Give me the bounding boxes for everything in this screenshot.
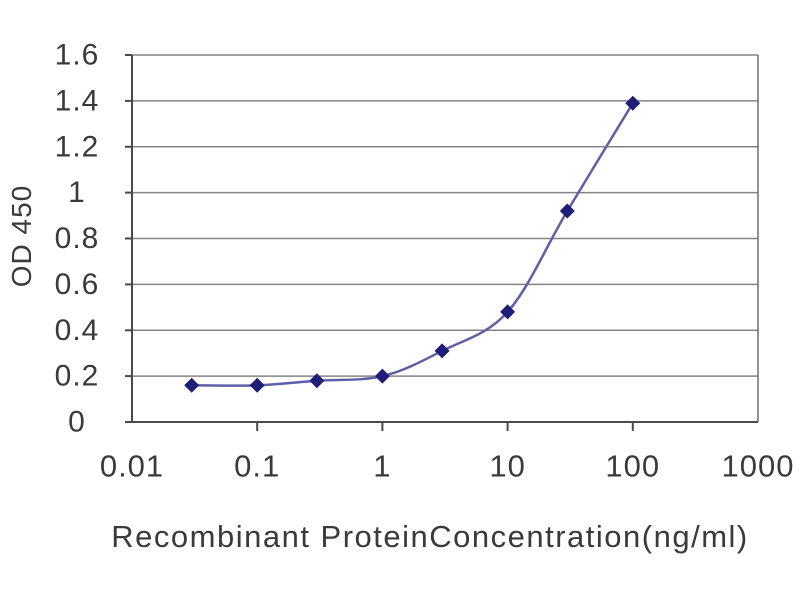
x-tick-label: 10 [489,449,525,484]
y-axis-title: OD 450 [6,184,37,288]
x-tick-label: 0.1 [234,449,280,484]
data-point [625,95,641,111]
y-tick-label: 0.4 [55,314,100,347]
data-point [184,377,200,393]
y-axis-ticks: 0 0.2 0.4 0.6 0.8 1 1.2 1.4 1.6 [55,39,132,439]
x-tick-label: 100 [605,449,660,484]
data-point [500,304,516,320]
x-axis-title: Recombinant ProteinConcentration(ng/ml) [111,519,749,554]
x-axis-ticks: 0.01 0.1 1 10 100 1000 [100,422,795,484]
data-point [249,377,265,393]
gridlines [132,54,758,377]
x-tick-label: 1 [373,449,391,484]
y-tick-label: 1.4 [55,84,100,117]
y-tick-label: 1.2 [55,130,100,163]
data-point [374,368,390,384]
y-tick-label: 0.6 [55,268,100,301]
data-point [434,343,450,359]
y-tick-label: 0.2 [55,360,100,393]
y-tick-label: 0.8 [55,222,100,255]
y-tick-label: 1.6 [55,39,100,72]
data-point-markers [184,95,641,393]
x-tick-label: 0.01 [100,449,164,484]
y-tick-label: 1 [68,176,86,209]
x-tick-label: 1000 [722,449,795,484]
data-point [309,373,325,389]
series-line [191,102,634,387]
data-point [559,203,575,219]
y-tick-label: 0 [68,406,86,439]
